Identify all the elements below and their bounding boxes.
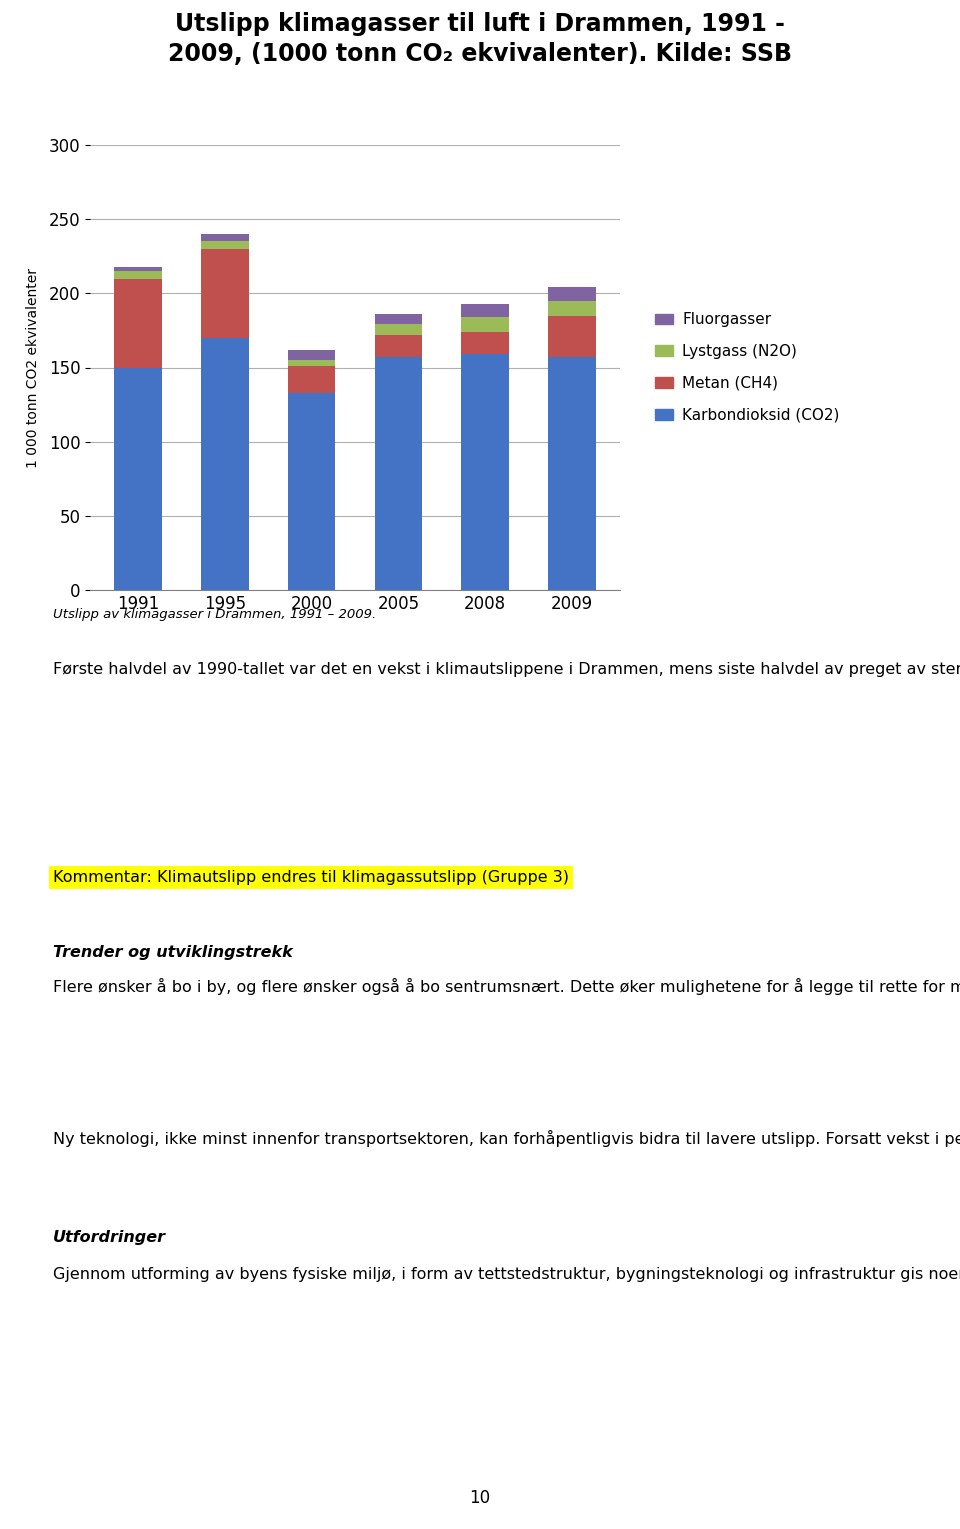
- Bar: [462, 304, 509, 317]
- Bar: [201, 338, 249, 590]
- Bar: [201, 249, 249, 338]
- Text: Utslipp klimagasser til luft i Drammen, 1991 -
2009, (1000 tonn CO₂ ekvivalenter: Utslipp klimagasser til luft i Drammen, …: [168, 12, 792, 66]
- Bar: [462, 317, 509, 332]
- Legend: Fluorgasser, Lystgass (N2O), Metan (CH4), Karbondioksid (CO2): Fluorgasser, Lystgass (N2O), Metan (CH4)…: [649, 306, 846, 428]
- Text: Utslipp av klimagasser i Drammen, 1991 – 2009.: Utslipp av klimagasser i Drammen, 1991 –…: [53, 609, 376, 621]
- Text: Gjennom utforming av byens fysiske miljø, i form av tettstedstruktur, bygningste: Gjennom utforming av byens fysiske miljø…: [53, 1264, 960, 1281]
- Bar: [114, 271, 162, 278]
- Bar: [114, 367, 162, 590]
- Bar: [462, 332, 509, 355]
- Bar: [374, 335, 422, 358]
- Bar: [114, 278, 162, 367]
- Text: Kommentar: Klimautslipp endres til klimagassutslipp (Gruppe 3): Kommentar: Klimautslipp endres til klima…: [53, 870, 568, 885]
- Bar: [114, 266, 162, 271]
- Bar: [548, 301, 596, 315]
- Bar: [374, 358, 422, 590]
- Bar: [201, 234, 249, 242]
- Bar: [374, 324, 422, 335]
- Y-axis label: 1 000 tonn CO2 ekvivalenter: 1 000 tonn CO2 ekvivalenter: [26, 268, 40, 468]
- Text: 10: 10: [469, 1489, 491, 1508]
- Text: Trender og utviklingstrekk: Trender og utviklingstrekk: [53, 945, 293, 960]
- Bar: [288, 365, 335, 393]
- Bar: [548, 315, 596, 358]
- Text: Ny teknologi, ikke minst innenfor transportsektoren, kan forhåpentligvis bidra t: Ny teknologi, ikke minst innenfor transp…: [53, 1130, 960, 1147]
- Bar: [288, 393, 335, 590]
- Bar: [288, 361, 335, 365]
- Bar: [548, 287, 596, 301]
- Text: Første halvdel av 1990-tallet var det en vekst i klimautslippene i Drammen, mens: Første halvdel av 1990-tallet var det en…: [53, 661, 960, 677]
- Bar: [462, 355, 509, 590]
- Bar: [548, 358, 596, 590]
- Bar: [374, 313, 422, 324]
- Bar: [201, 242, 249, 249]
- Text: Utfordringer: Utfordringer: [53, 1229, 166, 1245]
- Bar: [288, 350, 335, 361]
- Text: Flere ønsker å bo i by, og flere ønsker også å bo sentrumsnært. Dette øker mulig: Flere ønsker å bo i by, og flere ønsker …: [53, 979, 960, 995]
